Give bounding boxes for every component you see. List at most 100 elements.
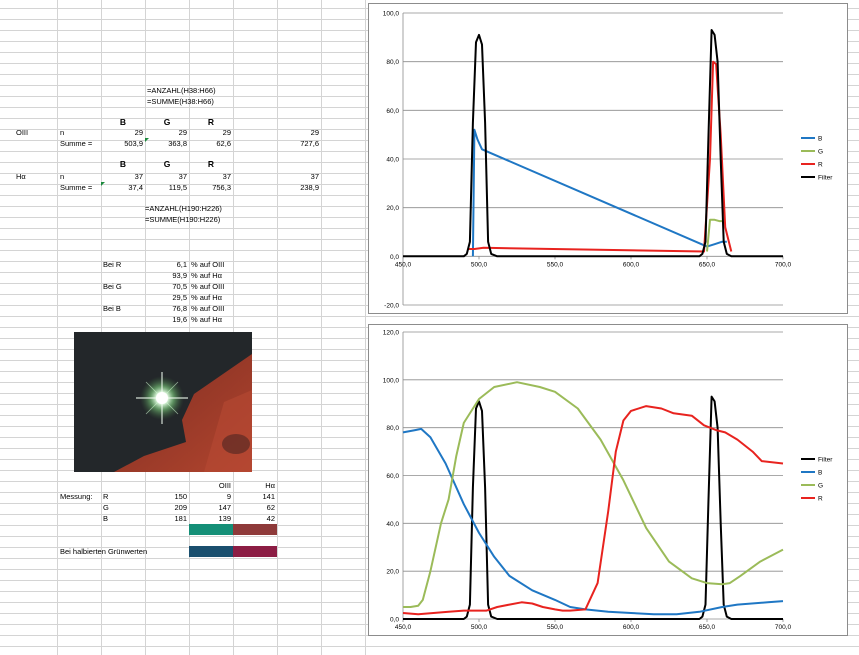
measure-channel[interactable]: G <box>103 503 109 512</box>
measure-label: Messung: <box>60 492 93 501</box>
y-tick-label: 80,0 <box>386 425 399 432</box>
measure-value-o3[interactable]: 147 <box>218 503 231 512</box>
cell-sum-ha-total[interactable]: 238,9 <box>300 183 319 192</box>
formula-sum-o3[interactable]: =SUMME(H38:H66) <box>147 97 214 106</box>
series-line-g <box>403 381 784 608</box>
filter-curve-chart[interactable]: -20,0 0,0 20,0 40,0 60,0 80,0 100,0 450,0 500,0 5… <box>368 3 848 314</box>
cell-sum-o3-r[interactable]: 62,6 <box>216 139 231 148</box>
y-tick-label: 40,0 <box>386 521 399 528</box>
cell-n-o3-g[interactable]: 29 <box>178 128 187 137</box>
cell-sum-ha-b[interactable]: 37,4 <box>128 183 143 192</box>
cell-sum-o3-b[interactable]: 503,9 <box>124 139 143 148</box>
ratio-label[interactable]: Bei R <box>103 260 122 269</box>
ratio-unit[interactable]: % auf Hα <box>191 271 223 280</box>
ratio-label[interactable]: Bei G <box>103 282 122 291</box>
y-tick-label: 100,0 <box>383 377 400 384</box>
series-line-g <box>706 218 724 252</box>
cell-n-ha-total[interactable]: 37 <box>310 172 319 181</box>
color-swatch-ha <box>233 524 277 535</box>
x-tick-label: 500,0 <box>471 624 488 631</box>
x-tick-label: 500,0 <box>471 261 488 268</box>
rgb-response-chart[interactable]: 0,0 20,0 40,0 60,0 80,0 100,0 120,0 450,0 500,0 5… <box>368 324 848 636</box>
ratio-unit[interactable]: % auf OIII <box>191 282 225 291</box>
cell-n-ha-b[interactable]: 37 <box>134 172 143 181</box>
chart-svg: 0,0 20,0 40,0 60,0 80,0 100,0 120,0 450,0 500,0 5… <box>383 330 834 632</box>
y-tick-label: 20,0 <box>386 205 399 212</box>
ratio-value[interactable]: 29,5 <box>172 293 187 302</box>
label-sum-ha: Summe = <box>60 183 93 192</box>
series-line-filter <box>403 29 783 258</box>
measure-value-o3[interactable]: 9 <box>226 492 231 501</box>
grid-row-line <box>0 646 859 647</box>
formula-count-ha[interactable]: =ANZAHL(H190:H226) <box>145 204 222 213</box>
ratio-unit[interactable]: % auf Hα <box>191 315 223 324</box>
y-tick-label: 20,0 <box>386 569 399 576</box>
cell-n-o3-total[interactable]: 29 <box>310 128 319 137</box>
measure-value[interactable]: 150 <box>174 492 187 501</box>
ratio-unit[interactable]: % auf Hα <box>191 293 223 302</box>
measure-value[interactable]: 181 <box>174 514 187 523</box>
ratio-value[interactable]: 76,8 <box>172 304 187 313</box>
grid-row-line <box>0 316 859 317</box>
legend-label: G <box>818 149 823 156</box>
cell-n-ha-r[interactable]: 37 <box>222 172 231 181</box>
label-n-o3: n <box>60 128 65 137</box>
color-swatch-half-o3 <box>189 546 233 557</box>
ratio-value[interactable]: 70,5 <box>172 282 187 291</box>
star-photo <box>74 332 252 472</box>
cell-n-o3-b[interactable]: 29 <box>134 128 143 137</box>
half-green-label: Bei halbierten Grünwerten <box>60 547 148 556</box>
y-tick-label: 60,0 <box>386 108 399 115</box>
measure-value-ha[interactable]: 62 <box>266 503 275 512</box>
color-swatch-half-ha <box>233 546 277 557</box>
chart-svg: -20,0 0,0 20,0 40,0 60,0 80,0 100,0 450,0 500,0 5… <box>383 11 834 310</box>
ratio-value[interactable]: 19,6 <box>172 315 187 324</box>
ratio-unit[interactable]: % auf OIII <box>191 260 225 269</box>
measure-value-ha[interactable]: 42 <box>266 514 275 523</box>
x-tick-label: 550,0 <box>547 261 564 268</box>
ratio-value[interactable]: 93,9 <box>172 271 187 280</box>
star-image <box>74 332 252 472</box>
series-line-r <box>402 405 784 616</box>
y-tick-label: 0,0 <box>390 617 399 624</box>
y-tick-label: -20,0 <box>384 303 399 310</box>
cell-sum-ha-r[interactable]: 756,3 <box>212 183 231 192</box>
measure-channel[interactable]: B <box>103 514 109 523</box>
color-swatch-o3 <box>189 524 233 535</box>
measure-header-o3: OIII <box>218 481 231 490</box>
x-tick-label: 650,0 <box>699 261 716 268</box>
y-tick-label: 60,0 <box>386 473 399 480</box>
x-tick-label: 450,0 <box>395 624 412 631</box>
legend-label: Filter <box>818 175 833 182</box>
y-tick-label: 100,0 <box>383 11 400 18</box>
measure-value[interactable]: 209 <box>174 503 187 512</box>
measure-value-ha[interactable]: 141 <box>262 492 275 501</box>
formula-sum-ha[interactable]: =SUMME(H190:H226) <box>145 215 221 224</box>
label-ha: Hα <box>16 172 26 181</box>
header-b-o3: B <box>119 117 127 127</box>
measure-channel[interactable]: R <box>103 492 109 501</box>
cell-n-o3-r[interactable]: 29 <box>222 128 231 137</box>
legend-label: G <box>818 483 823 490</box>
cell-sum-o3-total[interactable]: 727,6 <box>300 139 319 148</box>
ratio-unit[interactable]: % auf OIII <box>191 304 225 313</box>
x-tick-label: 700,0 <box>775 624 792 631</box>
ratio-label[interactable]: Bei B <box>103 304 121 313</box>
y-tick-label: 40,0 <box>386 157 399 164</box>
legend-label: B <box>818 136 822 143</box>
comment-indicator <box>101 182 105 186</box>
legend-label: R <box>818 496 823 503</box>
label-o3: OIII <box>16 128 29 137</box>
x-tick-label: 700,0 <box>775 261 792 268</box>
x-tick-label: 550,0 <box>547 624 564 631</box>
formula-count-o3[interactable]: =ANZAHL(H38:H66) <box>147 86 216 95</box>
x-tick-label: 600,0 <box>623 261 640 268</box>
header-r-ha: R <box>207 159 215 169</box>
ratio-value[interactable]: 6,1 <box>176 260 187 269</box>
cell-sum-o3-g[interactable]: 363,8 <box>168 139 187 148</box>
cell-n-ha-g[interactable]: 37 <box>178 172 187 181</box>
measure-header-ha: Hα <box>265 481 275 490</box>
cell-sum-ha-g[interactable]: 119,5 <box>168 183 187 192</box>
measure-value-o3[interactable]: 139 <box>218 514 231 523</box>
